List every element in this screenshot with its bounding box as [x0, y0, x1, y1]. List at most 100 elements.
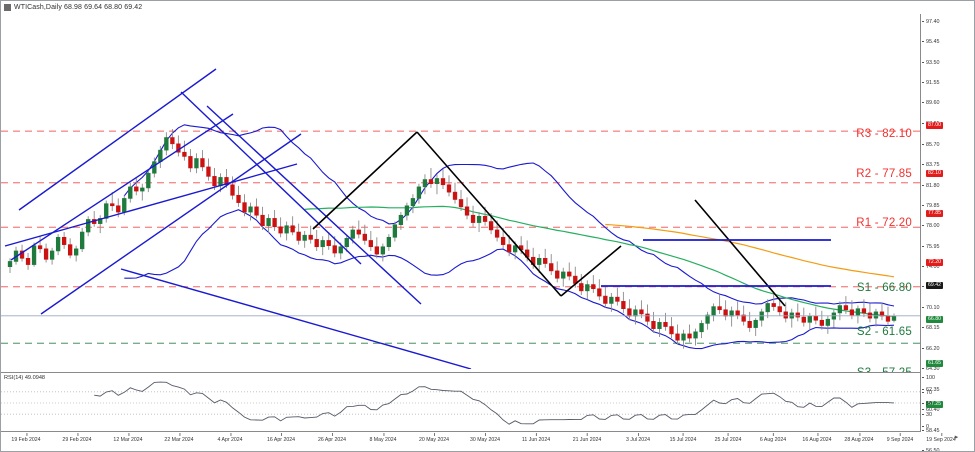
price-axis-tick: 58.45 — [922, 428, 940, 434]
price-axis-tick-label: 81.80 — [926, 183, 940, 189]
price-axis-tick: 78.00 — [922, 223, 940, 229]
date-axis-tick: 19 Sep 2024 — [926, 433, 956, 443]
price-axis-tick: 75.95 — [922, 244, 940, 250]
tick-mark-icon — [922, 430, 924, 432]
price-axis-tick-label: 66.20 — [926, 346, 940, 352]
price-axis-tick: 91.55 — [922, 80, 940, 86]
rsi-axis-tick-label: 100 — [926, 375, 935, 381]
price-axis-tick: 64.30 — [922, 366, 940, 372]
price-axis-tick: 56.50 — [922, 448, 940, 452]
price-axis-badge-69-42: 69.42 — [926, 282, 943, 289]
price-axis-tick-label: 74.00 — [926, 264, 940, 270]
tick-mark-icon — [922, 307, 924, 309]
date-axis-tick: 22 Mar 2024 — [164, 433, 194, 443]
date-axis-tick: 12 Mar 2024 — [113, 433, 143, 443]
level-label-r2: R2 - 77.85 — [856, 168, 912, 180]
rsi-axis[interactable]: 100 70 50 30 0 — [922, 372, 974, 432]
tick-mark-icon — [922, 377, 924, 379]
tick-mark-icon — [922, 41, 924, 43]
date-axis-tick: 28 Aug 2024 — [844, 433, 874, 443]
rsi-axis-tick-label: 30 — [926, 412, 932, 418]
price-axis-tick-label: 85.70 — [926, 142, 940, 148]
price-axis-tick-label: 70.10 — [926, 305, 940, 311]
date-axis-tick: 20 May 2024 — [419, 433, 449, 443]
price-axis-tick: 95.45 — [922, 39, 940, 45]
tick-mark-icon — [922, 426, 924, 428]
tick-mark-icon — [922, 21, 924, 23]
price-axis-tick-label: 75.95 — [926, 244, 940, 250]
symbol-quote-label: WTICash,Daily 68.98 69.64 68.80 69.42 — [14, 4, 143, 11]
level-label-r1: R1 - 72.20 — [856, 217, 912, 229]
tick-mark-icon — [922, 123, 924, 125]
price-axis-tick-label: 95.45 — [926, 39, 940, 45]
tick-mark-icon — [922, 225, 924, 227]
tick-mark-icon — [922, 392, 924, 394]
tick-mark-icon — [922, 348, 924, 350]
price-axis-tick: 97.40 — [922, 19, 940, 25]
price-axis-tick-label: 97.40 — [926, 19, 940, 25]
date-axis-tick: 26 Apr 2024 — [318, 433, 346, 443]
rsi-axis-tick-label: 70 — [926, 390, 932, 396]
date-axis-tick: 19 Feb 2024 — [11, 433, 41, 443]
price-axis-tick: 68.15 — [922, 325, 940, 331]
level-label-s1: S1 - 66.80 — [856, 282, 912, 294]
tick-mark-icon — [922, 205, 924, 207]
date-axis-tick: 6 Aug 2024 — [759, 433, 787, 443]
price-axis-tick: 62.35 — [922, 387, 940, 393]
rsi-axis-tick: 70 — [922, 390, 932, 396]
price-axis-tick-label: 79.85 — [926, 203, 940, 209]
rsi-label: RSI(14) 49.0948 — [4, 375, 46, 381]
date-axis-tick: 21 Jun 2024 — [572, 433, 602, 443]
rsi-axis-tick: 50 — [922, 401, 932, 407]
tick-mark-icon — [922, 82, 924, 84]
level-label-s2: S2 - 61.65 — [856, 326, 912, 338]
price-axis-tick-label: 78.00 — [926, 223, 940, 229]
price-axis-tick-label: 93.50 — [926, 60, 940, 66]
date-axis[interactable]: 19 Feb 2024 29 Feb 2024 12 Mar 2024 22 Mar … — [1, 433, 956, 451]
chart-header: WTICash,Daily 68.98 69.64 68.80 69.42 — [1, 1, 974, 14]
date-axis-tick: 16 Apr 2024 — [267, 433, 295, 443]
price-axis-tick: 89.60 — [922, 100, 940, 106]
date-axis-tick: 4 Apr 2024 — [217, 433, 243, 443]
tick-mark-icon — [922, 164, 924, 166]
price-axis-tick-label: 89.60 — [926, 100, 940, 106]
price-axis-tick-label: 83.75 — [926, 162, 940, 168]
rsi-axis-tick: 100 — [922, 375, 935, 381]
tick-mark-icon — [922, 185, 924, 187]
date-axis-tick: 30 May 2024 — [470, 433, 500, 443]
price-axis[interactable]: 97.4095.4593.5091.5589.6087.6585.7083.75… — [922, 14, 974, 451]
price-axis-tick: 81.80 — [922, 183, 940, 189]
price-axis-tick: 83.75 — [922, 162, 940, 168]
price-axis-tick-label: 56.50 — [926, 448, 940, 452]
rsi-axis-tick-label: 0 — [926, 424, 929, 430]
price-axis-tick: 93.50 — [922, 60, 940, 66]
price-chart-pane[interactable] — [1, 14, 921, 369]
price-axis-badge-87-00: 87.00 — [926, 122, 943, 129]
price-axis-tick: 66.20 — [922, 346, 940, 352]
date-axis-tick: 11 Jun 2024 — [521, 433, 551, 443]
price-axis-badge-61-65: 61.65 — [926, 360, 943, 367]
rsi-axis-tick-label: 50 — [926, 401, 932, 407]
tick-mark-icon — [922, 144, 924, 146]
price-axis-badge-77-85: 77.85 — [926, 210, 943, 217]
tick-mark-icon — [922, 368, 924, 370]
axis-scroll-right-icon[interactable]: ▸ — [954, 434, 959, 441]
tick-mark-icon — [922, 102, 924, 104]
tick-mark-icon — [922, 403, 924, 405]
date-axis-tick: 16 Aug 2024 — [802, 433, 832, 443]
price-axis-badge-57-25: 57.25 — [926, 401, 943, 408]
tick-mark-icon — [922, 246, 924, 248]
tick-mark-icon — [922, 409, 924, 411]
rsi-axis-tick: 0 — [922, 424, 929, 430]
rsi-axis-tick: 30 — [922, 412, 932, 418]
date-axis-tick: 25 Jul 2024 — [714, 433, 742, 443]
price-axis-tick: 85.70 — [922, 142, 940, 148]
date-axis-tick: 8 May 2024 — [369, 433, 397, 443]
price-axis-tick: 70.10 — [922, 305, 940, 311]
rsi-indicator-pane[interactable] — [1, 372, 921, 432]
price-axis-badge-66-80: 66.80 — [926, 316, 943, 323]
tick-mark-icon — [922, 327, 924, 329]
date-axis-tick: 29 Feb 2024 — [62, 433, 92, 443]
price-axis-badge-82-10: 82.10 — [926, 170, 943, 177]
